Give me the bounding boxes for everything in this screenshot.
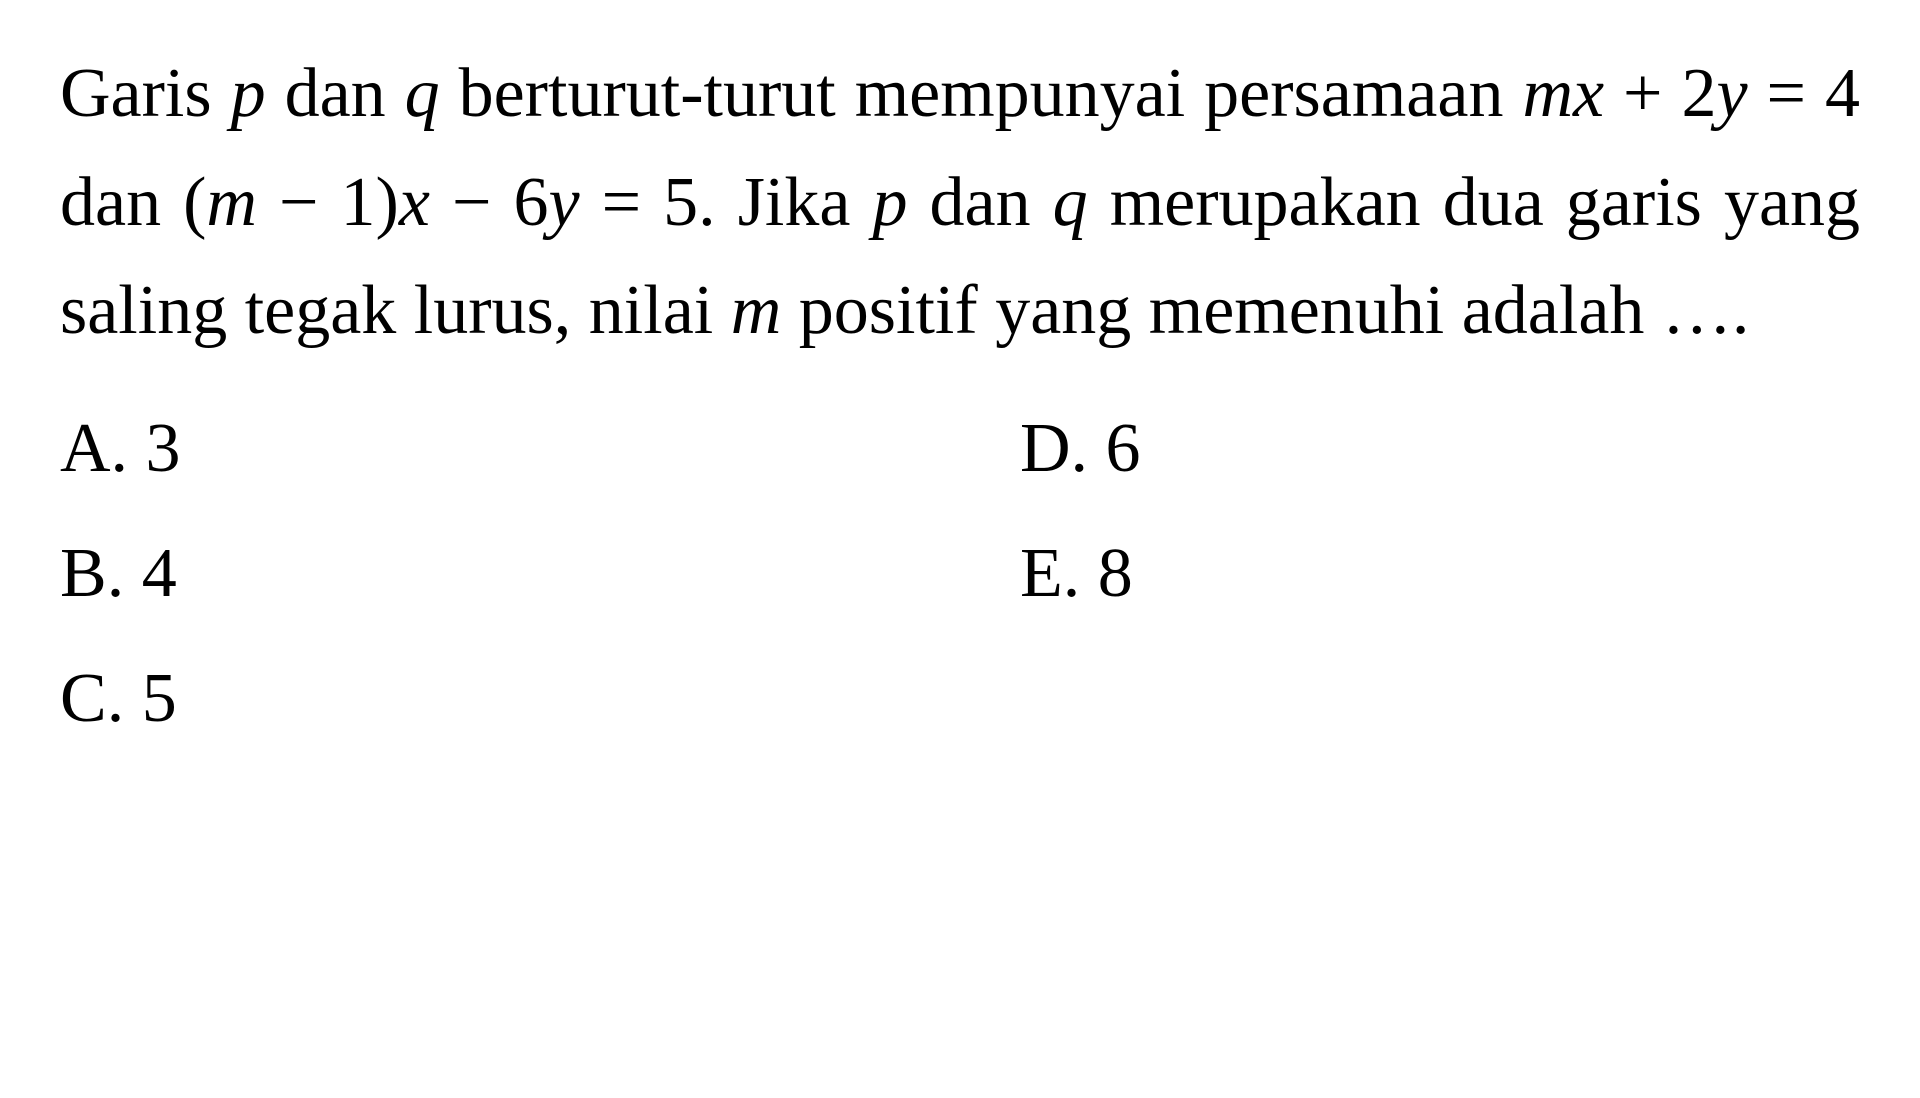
q-var-x: x	[399, 164, 430, 241]
q-var-y: y	[549, 164, 580, 241]
option-a: A. 3	[60, 396, 1020, 501]
option-b: B. 4	[60, 521, 1020, 626]
options-container: A. 3 D. 6 B. 4 E. 8 C. 5	[60, 396, 1860, 751]
q-var-m: m	[731, 272, 782, 349]
q-var-y: y	[1717, 55, 1748, 132]
option-e: E. 8	[1020, 521, 1860, 626]
q-text: − 1)	[257, 164, 399, 241]
option-d: D. 6	[1020, 396, 1860, 501]
q-text: 6	[514, 164, 549, 241]
q-var-m: m	[206, 164, 257, 241]
q-var-mx: mx	[1522, 55, 1604, 132]
q-text: merupakan dua garis	[1088, 164, 1702, 241]
q-var-q: q	[1053, 164, 1088, 241]
q-text: dan	[266, 55, 405, 132]
question-text: Garis p dan q berturut-turut mempunyai p…	[60, 40, 1860, 366]
q-text: −	[430, 164, 492, 241]
q-text: + 2	[1604, 55, 1716, 132]
q-text: positif	[781, 272, 977, 349]
option-row-3: C. 5	[60, 646, 1860, 751]
q-text: berturut-turut mempunyai	[440, 55, 1186, 132]
option-row-2: B. 4 E. 8	[60, 521, 1860, 626]
q-var-p: p	[231, 55, 266, 132]
q-var-p: p	[873, 164, 908, 241]
option-row-1: A. 3 D. 6	[60, 396, 1860, 501]
q-text: persamaan	[1204, 55, 1522, 132]
q-text: = 5. Jika	[580, 164, 873, 241]
q-var-q: q	[405, 55, 440, 132]
q-text: dan	[908, 164, 1053, 241]
q-text: yang memenuhi adalah ….	[995, 272, 1749, 349]
q-text: Garis	[60, 55, 231, 132]
option-empty	[1020, 646, 1860, 751]
option-c: C. 5	[60, 646, 1020, 751]
